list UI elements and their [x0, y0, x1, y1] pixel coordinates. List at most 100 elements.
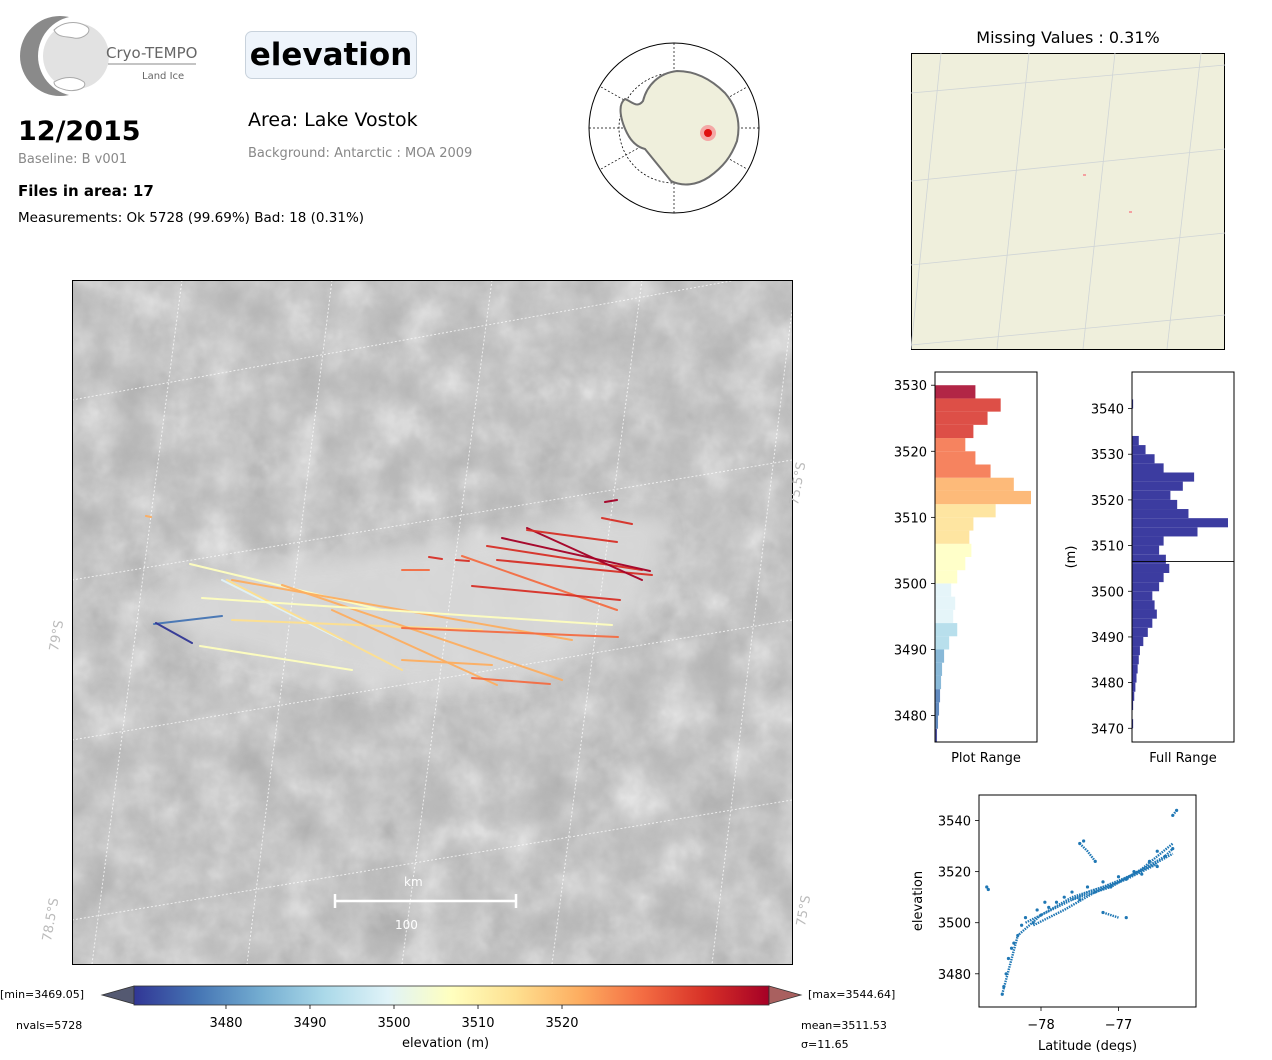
- histogram-bar: [1132, 572, 1164, 583]
- cryo-tempo-logo: Cryo-TEMPO Land Ice: [20, 16, 197, 96]
- scatter-series: [1171, 809, 1178, 817]
- y-tick-label: 3480: [894, 710, 927, 725]
- scale-bar-unit: km: [404, 875, 423, 889]
- histogram-bar: [935, 583, 952, 597]
- track-segment: [401, 659, 493, 666]
- missing-values-title: Missing Values : 0.31%: [976, 28, 1160, 47]
- scatter-point: [1035, 908, 1039, 912]
- histogram-bar: [935, 636, 950, 650]
- scatter-point: [1054, 900, 1059, 904]
- y-tick-label: 3490: [1091, 631, 1124, 646]
- logo-subtitle: Land Ice: [142, 71, 184, 82]
- y-tick-label: 3520: [894, 445, 927, 460]
- area-label: Area: Lake Vostok: [248, 109, 418, 131]
- scatter-point: [1124, 916, 1128, 920]
- scatter-series: [1001, 847, 1174, 995]
- histogram-bar: [935, 543, 972, 557]
- histogram-bar: [935, 728, 938, 742]
- histogram-bar: [935, 504, 996, 518]
- scatter-series: [1032, 862, 1158, 927]
- y-tick-label: 3500: [894, 577, 927, 592]
- histogram-bar: [935, 490, 1031, 505]
- histogram-bar: [1132, 536, 1164, 546]
- histogram-bar: [935, 649, 945, 663]
- y-tick-label: 3530: [1091, 448, 1124, 463]
- histogram-bar: [935, 411, 988, 425]
- scatter-point: [1012, 941, 1016, 945]
- histogram-bar: [1132, 518, 1228, 528]
- y-tick-label: 3470: [1091, 722, 1124, 737]
- histogram-bar: [1132, 700, 1134, 711]
- date-label: 12/2015: [18, 116, 141, 147]
- scatter-series: [1102, 911, 1119, 919]
- scatter-point: [1020, 923, 1024, 927]
- histogram-bar: [1132, 636, 1144, 647]
- y-tick-label: 3530: [894, 379, 927, 394]
- colorbar-tick-label: 3490: [293, 1016, 326, 1031]
- y-tick-label: 3480: [1091, 677, 1124, 692]
- histogram-bar: [1132, 618, 1153, 628]
- histogram-bar: [1132, 545, 1160, 555]
- mean-label: mean=3511.53: [801, 1019, 887, 1032]
- missing-point: [1083, 174, 1086, 176]
- track-segment: [226, 579, 403, 671]
- histogram-bar: [935, 517, 974, 531]
- colorbar-tick-label: 3520: [545, 1016, 578, 1031]
- track-segment: [461, 555, 618, 611]
- scatter-point: [1101, 880, 1105, 884]
- track-segment: [428, 556, 443, 560]
- histogram-bar: [935, 609, 954, 624]
- y-tick-label: 3480: [938, 968, 971, 983]
- track-segment: [401, 627, 619, 638]
- scatter-point: [1062, 895, 1066, 899]
- histogram-bar: [935, 715, 939, 729]
- track-segment: [153, 615, 223, 625]
- colorbar-label: elevation (m): [402, 1036, 490, 1051]
- nvals-label: nvals=5728: [16, 1019, 83, 1032]
- histogram-bar: [1132, 673, 1137, 683]
- scatter-point: [986, 887, 990, 892]
- histogram-bar: [935, 385, 976, 399]
- histogram-bar: [1132, 499, 1178, 510]
- y-tick-label: 3540: [938, 815, 971, 830]
- scale-bar: [333, 894, 518, 908]
- colorbar-tick-label: 3480: [209, 1016, 242, 1031]
- histogram-bar: [1132, 691, 1135, 701]
- track-segment: [201, 597, 613, 626]
- histogram-bar: [1132, 454, 1155, 464]
- histogram-frame: [934, 371, 1038, 743]
- files-count: Files in area: 17: [18, 182, 154, 200]
- track-segment: [231, 579, 573, 641]
- histogram-bar: [935, 675, 942, 690]
- scatter-point: [1155, 849, 1159, 853]
- histogram-bar: [1132, 509, 1189, 519]
- scatter-point: [1140, 872, 1144, 876]
- histogram-bar: [935, 570, 958, 584]
- y-tick-label: 3510: [1091, 540, 1124, 555]
- histogram-bar: [1132, 719, 1134, 729]
- measurements-summary: Measurements: Ok 5728 (99.69%) Bad: 18 (…: [18, 210, 365, 226]
- sigma-label: σ=11.65: [801, 1038, 849, 1051]
- antarctica-locator-map: [588, 42, 760, 214]
- y-tick-label: 3490: [894, 644, 927, 659]
- track-segment: [199, 645, 353, 671]
- y-tick-label: 3520: [1091, 494, 1124, 509]
- track-segment: [221, 579, 343, 641]
- plot-range-histogram: 3480 3490 3500 3510 3520 3530 Plot Range: [894, 371, 1038, 766]
- colorbar-min: [min=3469.05]: [0, 988, 85, 1001]
- lat-label: 79°S: [47, 619, 68, 653]
- colorbar-tick-label: 3510: [461, 1016, 494, 1031]
- histogram-bar: [1132, 554, 1166, 564]
- histogram-bar: [1132, 481, 1183, 491]
- scatter-point: [1082, 839, 1086, 843]
- histogram-bar: [1132, 655, 1139, 665]
- scatter-point: [1006, 956, 1011, 961]
- scatter-point: [1023, 916, 1028, 920]
- histogram-bar: [1132, 682, 1136, 692]
- track-segment: [501, 537, 651, 572]
- histogram-bar: [1132, 609, 1157, 619]
- histogram-bar: [935, 424, 974, 439]
- track-segment: [471, 585, 621, 601]
- histogram-bar: [935, 702, 940, 716]
- y-tick-label: 3540: [1091, 403, 1124, 418]
